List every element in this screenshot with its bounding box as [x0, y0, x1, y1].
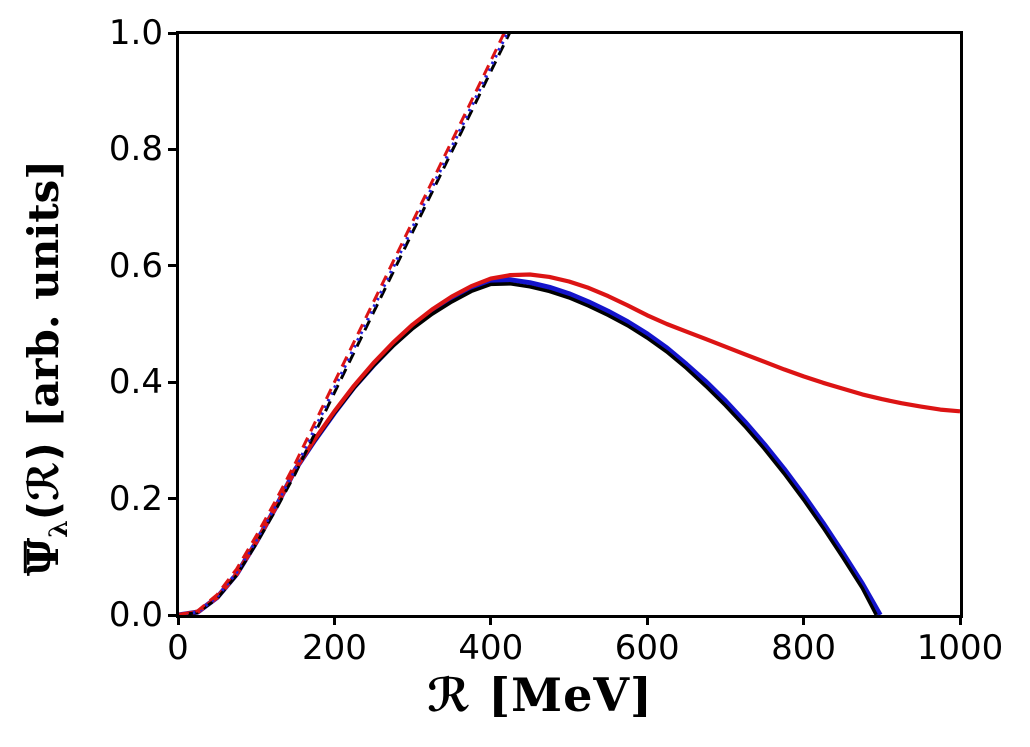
y-tick-mark	[168, 147, 177, 151]
x-tick-label: 400	[458, 628, 524, 668]
red-solid-curve	[178, 272, 960, 615]
x-tick-label: 1000	[916, 628, 1004, 668]
x-tick-mark	[489, 616, 493, 625]
x-tick-mark	[332, 616, 336, 625]
ylabel-psi-bar-symbol: Ψ	[18, 537, 68, 577]
ylabel-unit: [arb. units]	[18, 159, 68, 443]
x-tick-mark	[802, 616, 806, 625]
x-axis-label: ℛ [MeV]	[140, 668, 940, 722]
curves-canvas	[178, 33, 960, 615]
y-tick-label: 1.0	[108, 13, 163, 53]
x-tick-label: 0	[167, 628, 189, 668]
y-tick-label: 0.6	[108, 245, 163, 286]
ylabel-script-R-argument: (ℛ)	[18, 442, 68, 521]
x-tick-mark	[958, 616, 962, 625]
y-tick-label: 0.8	[108, 129, 163, 170]
y-tick-label: 0.0	[108, 595, 163, 635]
x-tick-label: 800	[771, 628, 837, 668]
xlabel-script-R-symbol: ℛ	[427, 668, 472, 722]
blue-solid-curve	[178, 277, 883, 615]
black-dashed-curve	[178, 33, 511, 615]
y-tick-label: 0.4	[108, 362, 163, 403]
x-tick-mark	[176, 616, 180, 625]
x-tick-mark	[645, 616, 649, 625]
y-tick-mark	[168, 497, 177, 501]
y-tick-mark	[168, 264, 177, 268]
y-tick-mark	[168, 380, 177, 384]
ylabel-lambda-subscript: λ	[43, 520, 74, 538]
y-tick-mark	[168, 31, 177, 35]
y-tick-mark	[168, 613, 177, 617]
y-tick-label: 0.2	[108, 478, 163, 519]
x-tick-label: 600	[614, 628, 680, 668]
blue-dotted-curve	[178, 33, 509, 615]
red-dashed-curve	[178, 33, 506, 615]
x-tick-label: 200	[301, 628, 367, 668]
y-axis-label: Ψλ(ℛ) [arb. units]	[19, 160, 73, 576]
xlabel-unit: [MeV]	[471, 668, 653, 722]
